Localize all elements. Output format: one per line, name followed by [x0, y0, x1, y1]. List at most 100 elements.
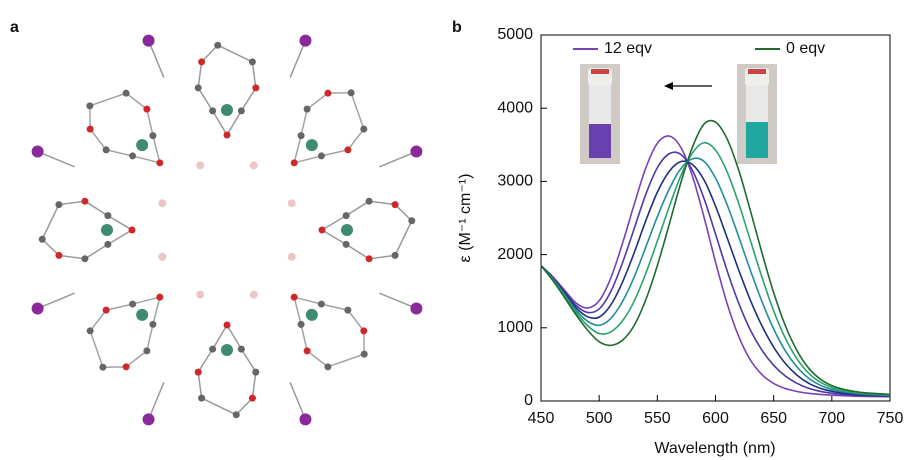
- metal-atom: [341, 224, 353, 236]
- atom: [344, 306, 352, 314]
- y-tick-label: 2000: [497, 246, 533, 263]
- atom: [55, 201, 63, 209]
- bond: [197, 372, 203, 399]
- iodine-atom: [299, 413, 312, 426]
- bond: [197, 87, 214, 112]
- x-tick-label: 500: [586, 410, 613, 427]
- atom: [317, 152, 325, 160]
- panel-label: b: [452, 19, 462, 36]
- vial-right: [737, 64, 777, 164]
- atom: [156, 293, 164, 301]
- atom: [129, 300, 137, 308]
- bond: [125, 92, 148, 110]
- vial-seal: [748, 69, 766, 74]
- atom: [122, 363, 130, 371]
- bond: [251, 61, 257, 88]
- atom: [324, 363, 332, 371]
- y-tick-label: 0: [524, 392, 533, 409]
- spectrum-line: [540, 151, 891, 398]
- atom: [248, 58, 256, 66]
- atom: [360, 350, 368, 358]
- bond: [37, 292, 75, 310]
- metal-atom: [221, 344, 233, 356]
- bond: [226, 324, 243, 350]
- bond: [58, 200, 85, 206]
- atom: [252, 368, 260, 376]
- atom: [324, 89, 332, 97]
- bond: [327, 353, 365, 368]
- atom: [347, 89, 355, 97]
- spectrum-line: [540, 119, 891, 396]
- iodine-atom: [31, 302, 44, 315]
- molecular-structure: [31, 34, 423, 426]
- panel-label: a: [10, 19, 19, 36]
- vial-solution: [746, 122, 768, 158]
- bond: [132, 296, 161, 305]
- bond: [197, 61, 203, 88]
- atom: [232, 411, 240, 419]
- atom: [237, 107, 245, 115]
- bond: [125, 350, 148, 368]
- bond: [89, 330, 104, 368]
- bond: [235, 397, 253, 416]
- atom: [214, 41, 222, 49]
- bond: [107, 229, 133, 246]
- x-tick-label: 550: [644, 410, 671, 427]
- metal-atom: [305, 139, 318, 152]
- arrow: [664, 82, 712, 90]
- y-tick-label: 1000: [497, 319, 533, 336]
- bond: [240, 87, 257, 112]
- bond: [132, 155, 161, 164]
- y-tick-label: 5000: [497, 26, 533, 43]
- atom: [102, 146, 110, 154]
- atom: [194, 368, 202, 376]
- atom: [102, 306, 110, 314]
- bond: [347, 309, 365, 332]
- spectrum-line: [540, 141, 891, 396]
- bond: [293, 155, 322, 164]
- atom: [104, 240, 112, 248]
- atom: [143, 105, 151, 113]
- bond: [41, 238, 60, 256]
- bond: [89, 92, 127, 107]
- bond: [84, 200, 109, 217]
- y-tick-label: 3000: [497, 173, 533, 190]
- atom: [122, 89, 130, 97]
- faded-atom: [249, 290, 258, 299]
- bond: [201, 44, 219, 63]
- bond: [289, 40, 307, 78]
- bond: [293, 296, 302, 325]
- atom: [318, 226, 326, 234]
- bond: [300, 324, 308, 352]
- atom: [55, 251, 63, 259]
- atom: [149, 132, 157, 140]
- atom: [156, 159, 164, 167]
- bond: [201, 397, 237, 416]
- atom: [303, 105, 311, 113]
- atom: [223, 131, 231, 139]
- bond: [146, 324, 154, 352]
- atom: [297, 320, 305, 328]
- faded-atom: [158, 252, 167, 261]
- bond: [226, 110, 243, 136]
- atom: [342, 240, 350, 248]
- atom: [317, 300, 325, 308]
- bond: [107, 214, 133, 231]
- bond: [211, 110, 228, 136]
- atom: [99, 363, 107, 371]
- atom: [223, 321, 231, 329]
- atom: [303, 347, 311, 355]
- bond: [379, 292, 417, 310]
- faded-atom: [158, 199, 167, 208]
- x-tick-label: 650: [760, 410, 787, 427]
- atom: [342, 212, 350, 220]
- iodine-atom: [142, 413, 155, 426]
- atom: [290, 159, 298, 167]
- bond: [211, 324, 228, 350]
- x-tick-label: 450: [528, 410, 555, 427]
- atom: [360, 125, 368, 133]
- atom: [365, 255, 373, 263]
- bond: [152, 135, 161, 164]
- atom: [38, 235, 46, 243]
- bond: [105, 149, 133, 157]
